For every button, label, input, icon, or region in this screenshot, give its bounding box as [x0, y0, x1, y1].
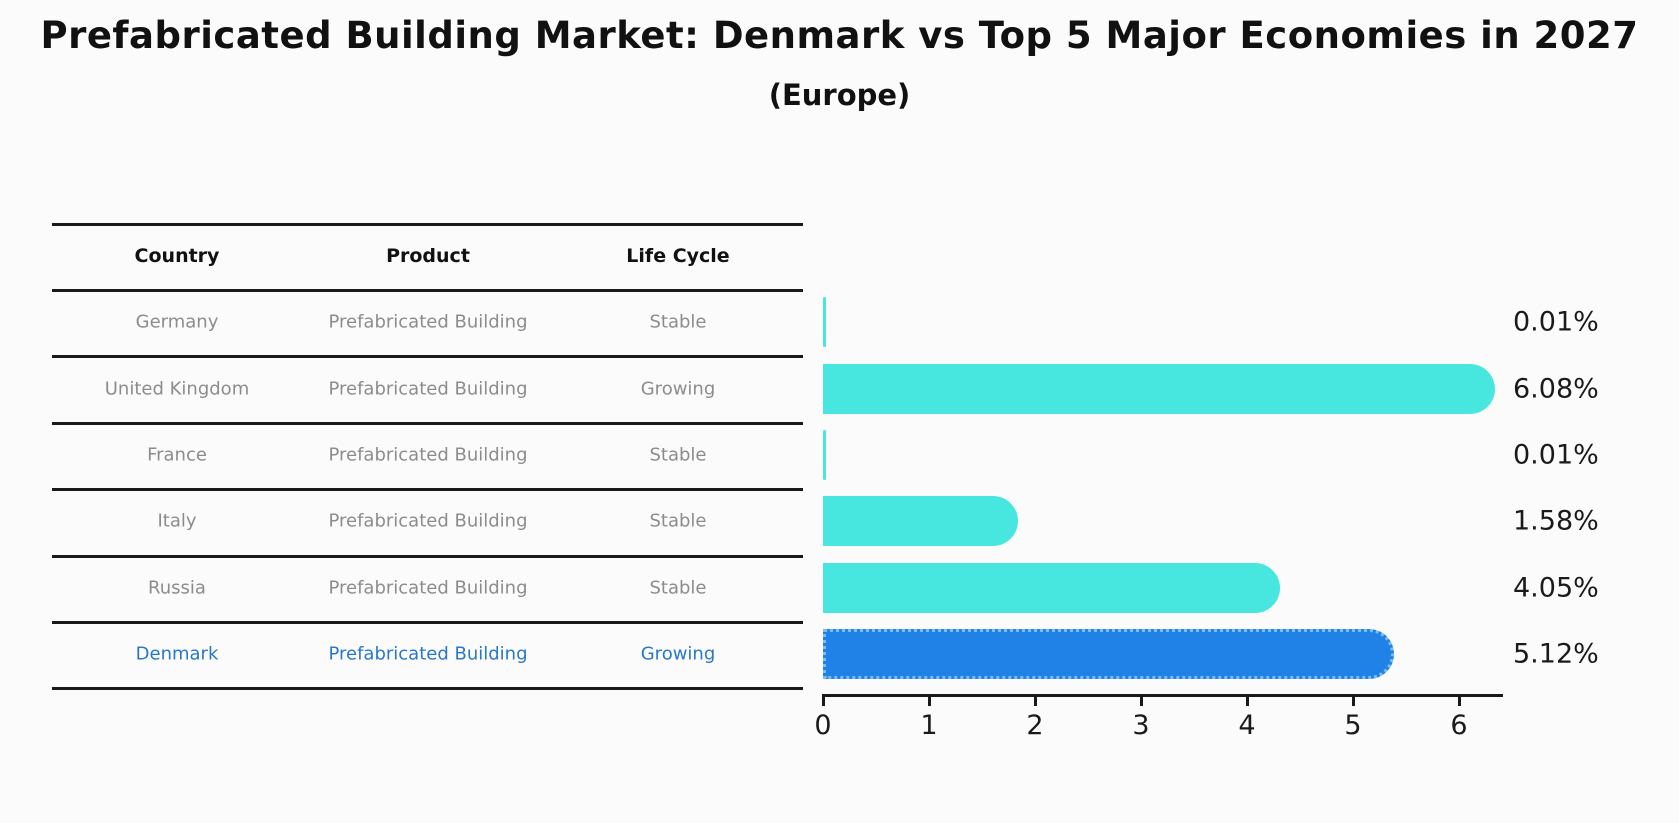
table-rule	[52, 355, 803, 358]
table-header-country: Country	[134, 245, 220, 267]
table-cell-product: Prefabricated Building	[328, 378, 528, 400]
table-rule	[52, 488, 803, 491]
table-cell-country: Italy	[157, 510, 197, 532]
table-rule	[52, 223, 803, 226]
bar-russia	[823, 563, 1280, 613]
table-rule	[52, 687, 803, 690]
table-cell-country: Denmark	[135, 643, 219, 665]
table-rule	[52, 289, 803, 292]
axis-tick-label: 1	[920, 710, 938, 741]
axis-tick-label: 4	[1238, 710, 1256, 741]
chart-subtitle: (Europe)	[768, 78, 911, 112]
table-header-lifecycle: Life Cycle	[626, 245, 730, 267]
value-label: 5.12%	[1513, 638, 1599, 670]
bar-france	[823, 430, 826, 480]
axis-line	[823, 694, 1503, 697]
table-rule	[52, 422, 803, 425]
value-label: 0.01%	[1513, 439, 1599, 471]
bar-italy	[823, 496, 1018, 546]
table-rule	[52, 621, 803, 624]
chart-title: Prefabricated Building Market: Denmark v…	[40, 14, 1639, 57]
axis-tick	[1458, 694, 1461, 706]
axis-tick	[928, 694, 931, 706]
value-label: 6.08%	[1513, 373, 1599, 405]
value-label: 4.05%	[1513, 572, 1599, 604]
table-cell-lifecycle: Stable	[649, 510, 707, 532]
bar-united-kingdom	[823, 364, 1495, 414]
value-label: 0.01%	[1513, 306, 1599, 338]
table-cell-lifecycle: Stable	[649, 444, 707, 466]
table-cell-product: Prefabricated Building	[328, 311, 528, 333]
axis-tick	[1034, 694, 1037, 706]
table-cell-lifecycle: Stable	[649, 577, 707, 599]
table-cell-country: France	[147, 444, 207, 466]
table-cell-country: Germany	[135, 311, 219, 333]
table-cell-lifecycle: Growing	[640, 378, 716, 400]
table-cell-country: United Kingdom	[104, 378, 250, 400]
table-cell-lifecycle: Growing	[640, 643, 716, 665]
bar-denmark	[823, 629, 1394, 679]
table-cell-product: Prefabricated Building	[328, 510, 528, 532]
value-label: 1.58%	[1513, 505, 1599, 537]
table-cell-lifecycle: Stable	[649, 311, 707, 333]
axis-tick-label: 5	[1344, 710, 1362, 741]
table-cell-product: Prefabricated Building	[328, 643, 528, 665]
axis-tick	[1246, 694, 1249, 706]
axis-tick	[1352, 694, 1355, 706]
axis-tick	[822, 694, 825, 706]
table-cell-product: Prefabricated Building	[328, 577, 528, 599]
axis-tick-label: 2	[1026, 710, 1044, 741]
axis-tick-label: 6	[1450, 710, 1468, 741]
table-cell-country: Russia	[148, 577, 206, 599]
axis-tick	[1140, 694, 1143, 706]
table-header-product: Product	[386, 245, 470, 267]
bar-germany	[823, 297, 826, 347]
axis-tick-label: 0	[814, 710, 832, 741]
table-cell-product: Prefabricated Building	[328, 444, 528, 466]
axis-tick-label: 3	[1132, 710, 1150, 741]
table-rule	[52, 555, 803, 558]
